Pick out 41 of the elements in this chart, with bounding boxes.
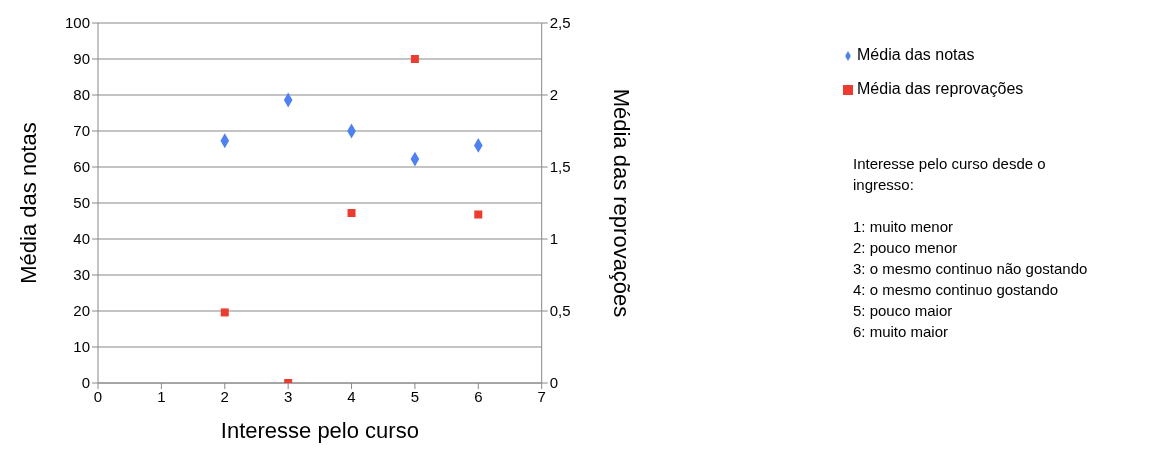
y-tick-label: 50: [73, 194, 90, 212]
legend-label: Média das reprovações: [857, 80, 1024, 97]
point: [410, 55, 419, 63]
x-tick-label: 3: [283, 387, 293, 405]
y-tick-label: 100: [64, 14, 90, 32]
x-tick-label: 5: [410, 387, 420, 405]
y-tick-label: 40: [73, 230, 90, 248]
text: 6: muito maior: [853, 322, 950, 342]
text: 2: pouco menor: [853, 238, 959, 258]
point: [347, 209, 356, 218]
y-tick-label: 80: [73, 86, 90, 104]
legend-label: Média das notas: [857, 46, 975, 63]
y-tick-label: 20: [73, 302, 90, 320]
point: [474, 210, 483, 219]
text: Interesse pelo curso desde o ingresso:: [853, 154, 1047, 195]
y2-tick-label: 0,5: [549, 302, 571, 320]
x-axis-title: Interesse pelo curso: [220, 418, 419, 443]
x-tick-label: 7: [537, 387, 546, 405]
x-tick-label: 4: [347, 387, 356, 405]
x-tick-label: 2: [220, 387, 229, 405]
x-tick-label: 0: [93, 387, 103, 405]
y-tick-label: 70: [73, 122, 90, 140]
x-tick-label: 1: [157, 387, 166, 405]
y2-axis-title: Média das reprovações: [608, 88, 634, 318]
y2-tick-label: 2,5: [549, 14, 571, 32]
y-tick-label: 90: [73, 50, 90, 68]
x-tick-label: 6: [474, 387, 483, 405]
point: [220, 308, 229, 317]
text: 1: muito menor: [853, 217, 955, 237]
text: 3: o mesmo continuo não gostando: [853, 259, 1089, 279]
y2-tick-label: 2: [549, 86, 559, 104]
y-tick-label: 10: [73, 338, 90, 356]
y-tick-label: 0: [81, 374, 90, 392]
text: 5: pouco maior: [853, 301, 954, 321]
y-tick-label: 30: [73, 266, 90, 284]
y-tick-label: 60: [73, 158, 90, 176]
y2-tick-label: 0: [549, 374, 559, 392]
y-axis-title: Média das notas: [15, 122, 41, 284]
y2-tick-label: 1,5: [549, 158, 571, 176]
text: 4: o mesmo continuo gostando: [853, 280, 1060, 300]
y2-tick-label: 1: [549, 230, 559, 248]
